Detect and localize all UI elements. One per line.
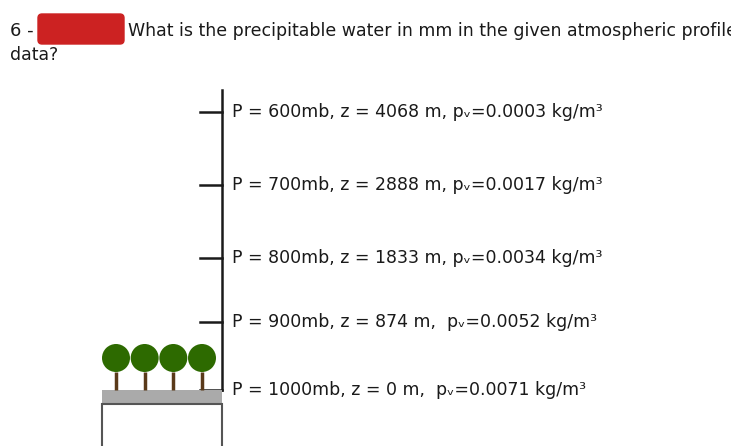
Text: P = 800mb, z = 1833 m, pᵥ=0.0034 kg/m³: P = 800mb, z = 1833 m, pᵥ=0.0034 kg/m³ xyxy=(232,249,602,267)
Bar xyxy=(102,390,222,404)
Text: data?: data? xyxy=(10,46,58,64)
Text: P = 1000mb, z = 0 m,  pᵥ=0.0071 kg/m³: P = 1000mb, z = 0 m, pᵥ=0.0071 kg/m³ xyxy=(232,381,586,399)
Circle shape xyxy=(159,344,187,372)
Circle shape xyxy=(102,344,130,372)
FancyBboxPatch shape xyxy=(38,14,124,44)
Text: 6 -: 6 - xyxy=(10,22,34,40)
Text: P = 700mb, z = 2888 m, pᵥ=0.0017 kg/m³: P = 700mb, z = 2888 m, pᵥ=0.0017 kg/m³ xyxy=(232,176,602,194)
Text: P = 900mb, z = 874 m,  pᵥ=0.0052 kg/m³: P = 900mb, z = 874 m, pᵥ=0.0052 kg/m³ xyxy=(232,313,597,331)
Circle shape xyxy=(188,344,216,372)
Text: What is the precipitable water in mm in the given atmospheric profile: What is the precipitable water in mm in … xyxy=(128,22,731,40)
Text: P = 600mb, z = 4068 m, pᵥ=0.0003 kg/m³: P = 600mb, z = 4068 m, pᵥ=0.0003 kg/m³ xyxy=(232,103,603,121)
Circle shape xyxy=(131,344,159,372)
Bar xyxy=(102,404,222,446)
